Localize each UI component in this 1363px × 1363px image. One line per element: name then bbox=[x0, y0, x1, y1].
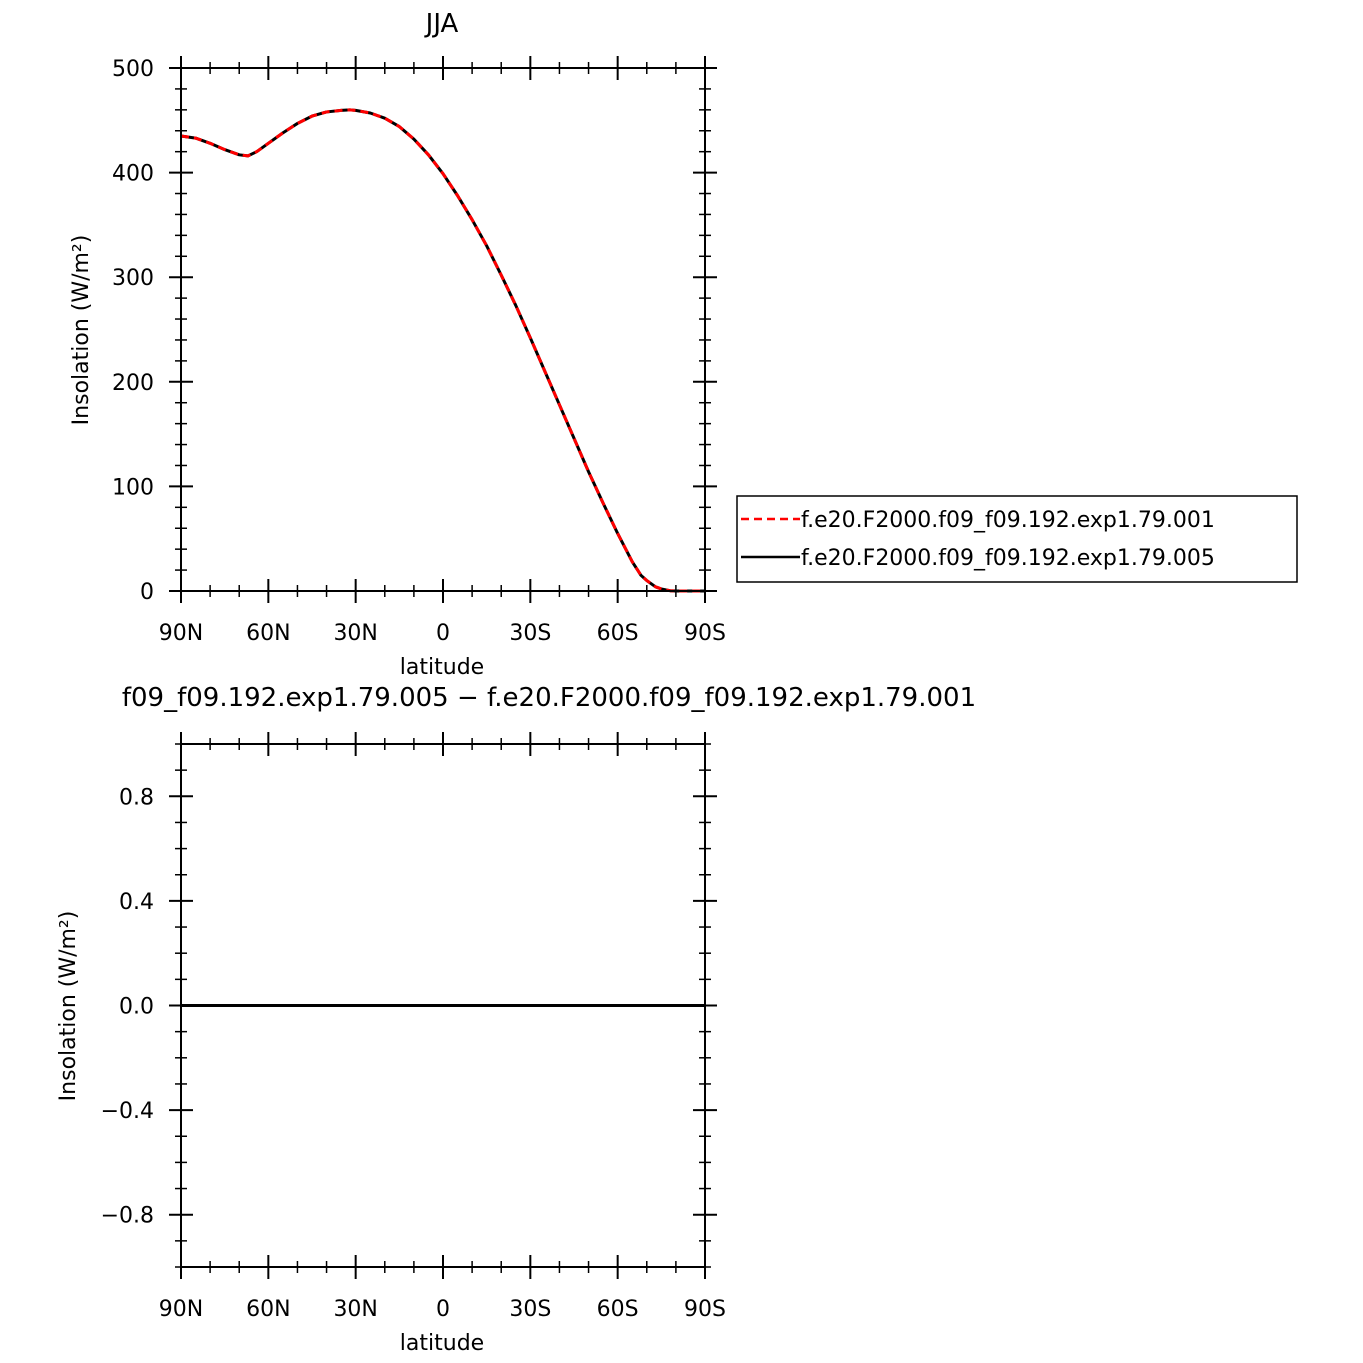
legend-label-series-1: f.e20.F2000.f09_f09.192.exp1.79.001 bbox=[801, 508, 1215, 533]
bottom-chart-y-tick-labels: −0.8 −0.4 0.0 0.4 0.8 bbox=[101, 785, 154, 1228]
top-chart-ticks bbox=[169, 56, 717, 603]
legend-label-series-2: f.e20.F2000.f09_f09.192.exp1.79.005 bbox=[801, 546, 1215, 571]
bottom-chart-y-tick-label: −0.8 bbox=[101, 1204, 154, 1229]
top-chart-series bbox=[180, 108, 705, 593]
bottom-chart-x-tick-label: 0 bbox=[436, 1297, 450, 1322]
bottom-chart-y-tick-label: 0.4 bbox=[119, 890, 154, 915]
top-chart-y-tick-label: 100 bbox=[112, 475, 154, 500]
bottom-chart-title: f09_f09.192.exp1.79.005 − f.e20.F2000.f0… bbox=[122, 683, 976, 713]
top-chart-y-tick-labels: 0 100 200 300 400 500 bbox=[112, 57, 154, 605]
bottom-chart-x-tick-label: 30N bbox=[333, 1297, 377, 1322]
top-chart-y-tick-label: 300 bbox=[112, 266, 154, 291]
bottom-chart-x-tick-label: 30S bbox=[509, 1297, 551, 1322]
top-chart-x-tick-label: 90S bbox=[684, 621, 726, 646]
bottom-chart-x-axis-title: latitude bbox=[400, 1331, 484, 1356]
bottom-chart-frame bbox=[180, 743, 706, 1268]
top-chart-title: JJA bbox=[424, 9, 459, 39]
top-chart-y-tick-label: 200 bbox=[112, 371, 154, 396]
top-chart-y-axis-title: Insolation (W/m²) bbox=[69, 235, 94, 426]
bottom-chart-y-axis-title: Insolation (W/m²) bbox=[56, 911, 81, 1102]
top-chart: JJA 90N 60N 30N 0 30S 60S 90S 0 100 200 300 400 500… bbox=[69, 9, 1298, 680]
top-chart-series-2-line bbox=[180, 108, 705, 593]
top-chart-x-tick-label: 60N bbox=[246, 621, 290, 646]
bottom-chart-x-tick-label: 90S bbox=[684, 1297, 726, 1322]
top-chart-x-tick-label: 30S bbox=[509, 621, 551, 646]
bottom-chart-x-tick-label: 60S bbox=[597, 1297, 639, 1322]
top-chart-y-tick-label: 500 bbox=[112, 57, 154, 82]
top-chart-y-tick-label: 400 bbox=[112, 162, 154, 187]
bottom-chart-x-tick-label: 90N bbox=[159, 1297, 203, 1322]
top-chart-x-tick-labels: 90N 60N 30N 0 30S 60S 90S bbox=[159, 621, 726, 646]
top-chart-x-tick-label: 0 bbox=[436, 621, 450, 646]
top-chart-x-tick-label: 90N bbox=[159, 621, 203, 646]
top-chart-x-tick-label: 60S bbox=[597, 621, 639, 646]
top-chart-frame bbox=[180, 67, 706, 592]
bottom-chart-x-tick-label: 60N bbox=[246, 1297, 290, 1322]
top-chart-y-tick-label: 0 bbox=[140, 580, 154, 605]
top-chart-x-axis-title: latitude bbox=[400, 655, 484, 680]
legend: f.e20.F2000.f09_f09.192.exp1.79.001 f.e2… bbox=[736, 495, 1298, 583]
top-chart-series-1-line bbox=[180, 108, 705, 593]
bottom-chart: f09_f09.192.exp1.79.005 − f.e20.F2000.f0… bbox=[56, 683, 976, 1356]
bottom-chart-y-tick-label: −0.4 bbox=[101, 1099, 154, 1124]
bottom-chart-y-tick-label: 0.0 bbox=[119, 995, 154, 1020]
legend-box bbox=[736, 495, 1298, 583]
bottom-chart-y-tick-label: 0.8 bbox=[119, 785, 154, 810]
top-chart-x-tick-label: 30N bbox=[333, 621, 377, 646]
bottom-chart-x-tick-labels: 90N 60N 30N 0 30S 60S 90S bbox=[159, 1297, 726, 1322]
